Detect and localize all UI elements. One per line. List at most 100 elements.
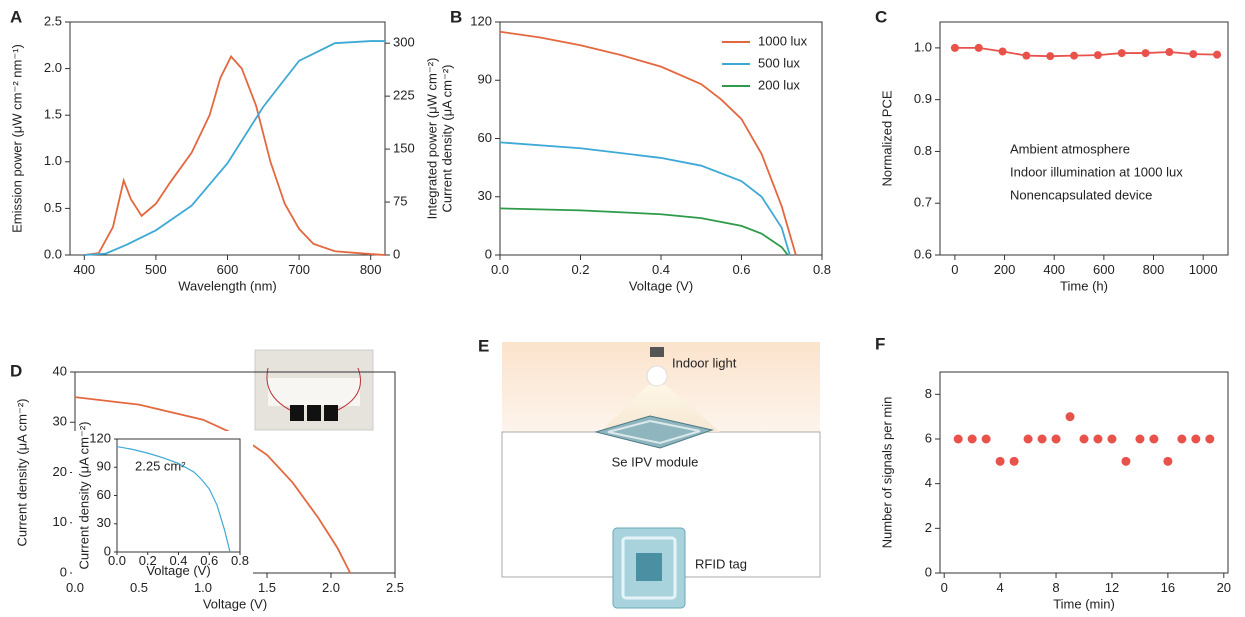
y-axis-label: Normalized PCE xyxy=(879,90,894,186)
x-axis-label: Voltage (V) xyxy=(203,597,267,612)
panel-e: Indoor light Se IPV module RFID tag E xyxy=(478,336,821,609)
data-point xyxy=(1023,434,1033,444)
x-tick-label: 0 xyxy=(941,580,948,595)
y-tick-label: 0.0 xyxy=(44,246,62,261)
chart: 400 500 600 700 800 0.0 0.5 1.0 1.5 2.0 2.5 0 75 150 2… xyxy=(9,7,439,293)
chart: 0.0 0.5 1.0 1.5 2.0 2.5 0 10 20 30 40 Voltage (V) Cu… xyxy=(10,361,404,611)
data-point xyxy=(1191,434,1201,444)
plot-frame xyxy=(939,371,1229,574)
x-tick-label: 1.5 xyxy=(258,580,276,595)
y-axis-label: Current density (μA cm⁻²) xyxy=(439,65,454,213)
y-axis-label: Current density (μA cm⁻²) xyxy=(76,422,91,570)
x-tick-label: 200 xyxy=(994,262,1016,277)
rfid-coil xyxy=(621,536,677,600)
panel-label: B xyxy=(450,7,462,26)
x-axis-label: Time (min) xyxy=(1053,597,1115,612)
data-point xyxy=(1037,434,1047,444)
x-tick-label: 600 xyxy=(1093,262,1115,277)
tag-label: RFID tag xyxy=(695,556,747,571)
y-tick-label: 120 xyxy=(470,13,492,28)
data-point xyxy=(981,434,991,444)
series-line xyxy=(499,141,791,256)
y-tick-label: 1.5 xyxy=(44,107,62,122)
y-tick-label: 30 xyxy=(97,515,111,530)
series-line xyxy=(74,396,352,574)
y-tick-label: 2 xyxy=(925,520,932,535)
data-point xyxy=(1165,48,1174,57)
data-point xyxy=(1121,456,1131,466)
x-tick-label: 2.0 xyxy=(322,580,340,595)
panel-label: D xyxy=(10,361,22,380)
series-line xyxy=(84,40,385,256)
y2-tick-label: 300 xyxy=(393,35,415,50)
x-tick-label: 4 xyxy=(996,580,1003,595)
y-tick-label: 0.6 xyxy=(914,246,932,261)
y-tick-label: 2.5 xyxy=(44,13,62,28)
data-point xyxy=(1135,434,1145,444)
light-beam xyxy=(600,385,720,432)
y-axis-label: Emission power (μW cm⁻² nm⁻¹) xyxy=(9,44,24,233)
data-point xyxy=(950,43,959,52)
panel-label: F xyxy=(875,334,885,353)
light-label: Indoor light xyxy=(672,355,737,370)
x-tick-label: 0 xyxy=(951,262,958,277)
chart: 0.0 0.2 0.4 0.6 0.8 0 30 60 90 120 Voltage (V) Curr… xyxy=(72,422,253,582)
data-point xyxy=(998,47,1007,56)
y-tick-label: 2.0 xyxy=(44,60,62,75)
x-tick-label: 400 xyxy=(73,262,95,277)
x-tick-label: 0.4 xyxy=(169,553,187,568)
y-tick-label: 0 xyxy=(925,564,932,579)
data-point xyxy=(967,434,977,444)
annotation: Indoor illumination at 1000 lux xyxy=(1010,164,1183,179)
y-tick-label: 8 xyxy=(925,386,932,401)
legend-label: 500 lux xyxy=(758,55,800,70)
module-label: Se IPV module xyxy=(612,454,699,469)
y-axis-label: Number of signals per min xyxy=(879,397,894,549)
x-tick-label: 1000 xyxy=(1189,262,1218,277)
x-tick-label: 0.0 xyxy=(491,262,509,277)
data-point xyxy=(1009,456,1019,466)
y-axis-label: Current density (μA cm⁻²) xyxy=(14,399,29,547)
annotation: Ambient atmosphere xyxy=(1010,141,1130,156)
y-tick-label: 20 xyxy=(53,464,67,479)
y2-tick-label: 0 xyxy=(393,246,400,261)
data-point xyxy=(1117,49,1126,58)
plot-frame xyxy=(69,21,386,256)
y-tick-label: 90 xyxy=(478,72,492,87)
series-line xyxy=(84,54,386,256)
data-point xyxy=(1051,434,1061,444)
data-point xyxy=(953,434,963,444)
y-tick-label: 30 xyxy=(478,188,492,203)
y-tick-label: 0.8 xyxy=(914,143,932,158)
x-tick-label: 800 xyxy=(1143,262,1165,277)
y-tick-label: 4 xyxy=(925,475,932,490)
y-tick-label: 60 xyxy=(478,130,492,145)
data-point xyxy=(1079,434,1089,444)
ipv-grid xyxy=(607,419,701,445)
plot-frame xyxy=(939,21,1229,256)
device-photo xyxy=(254,349,374,431)
data-point xyxy=(1093,51,1102,60)
y2-tick-label: 150 xyxy=(393,141,415,156)
legend-label: 200 lux xyxy=(758,77,800,92)
data-point xyxy=(1189,50,1198,59)
x-tick-label: 800 xyxy=(360,262,382,277)
y-tick-label: 1.0 xyxy=(44,153,62,168)
x-tick-label: 500 xyxy=(145,262,167,277)
series-line xyxy=(954,46,1218,58)
y-tick-label: 6 xyxy=(925,430,932,445)
x-axis-label: Voltage (V) xyxy=(629,279,693,294)
y-tick-label: 1.0 xyxy=(914,39,932,54)
x-axis-label: Voltage (V) xyxy=(146,563,210,578)
x-tick-label: 700 xyxy=(288,262,310,277)
x-tick-label: 0.6 xyxy=(200,553,218,568)
y2-axis-label: Integrated power (μW cm⁻²) xyxy=(424,58,439,220)
rfid-chip xyxy=(636,553,662,581)
ipv-module xyxy=(594,415,714,449)
y-tick-label: 90 xyxy=(97,459,111,474)
y-tick-label: 0 xyxy=(60,564,67,579)
data-point xyxy=(1141,49,1150,58)
panel-label: A xyxy=(10,7,22,26)
lamp-holder xyxy=(650,347,664,357)
x-tick-label: 12 xyxy=(1105,580,1119,595)
